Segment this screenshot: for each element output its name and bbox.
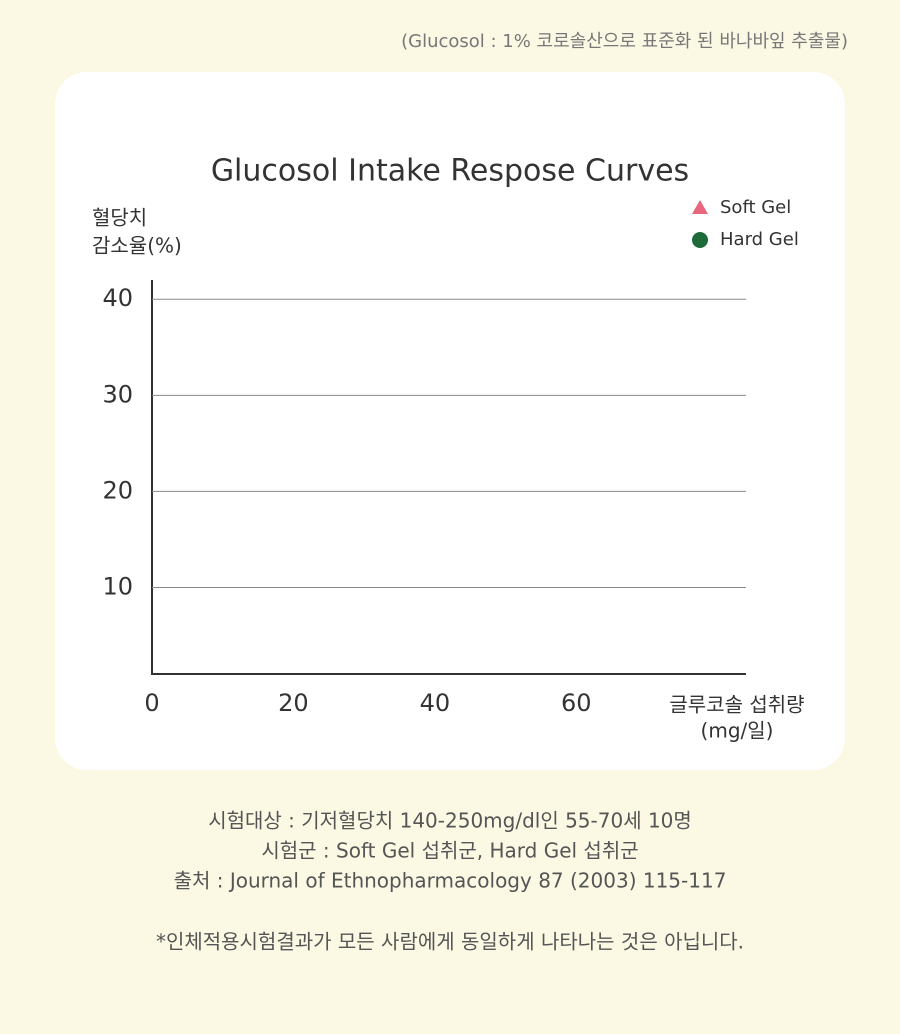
disclaimer: *인체적용시험결과가 모든 사람에게 동일하게 나타나는 것은 아닙니다.: [156, 930, 744, 954]
x-tick-label: 40: [420, 689, 451, 717]
y-tick-label: 40: [102, 284, 133, 312]
y-axis-label: 감소율(%): [92, 234, 182, 258]
footer-line: 시험대상 : 기저혈당치 140-250mg/dl인 55-70세 10명: [208, 809, 692, 833]
y-tick-label: 20: [102, 476, 133, 504]
legend-label: Hard Gel: [720, 229, 799, 250]
y-axis-label: 혈당치: [92, 206, 147, 230]
x-tick-label: 60: [561, 689, 592, 717]
footer-line: 출처 : Journal of Ethnopharmacology 87 (20…: [174, 869, 727, 893]
legend-label: Soft Gel: [720, 197, 791, 218]
chart-card: [55, 72, 845, 770]
x-axis-label: 글루코솔 섭취량: [669, 693, 804, 717]
header-note: (Glucosol : 1% 코로솔산으로 표준화 된 바나바잎 추출물): [401, 31, 848, 52]
y-tick-label: 10: [102, 573, 133, 601]
x-tick-label: 0: [144, 689, 159, 717]
chart-title: Glucosol Intake Respose Curves: [211, 154, 689, 189]
x-axis-label: (mg/일): [701, 719, 774, 743]
footer-line: 시험군 : Soft Gel 섭취군, Hard Gel 섭취군: [261, 839, 638, 863]
legend-marker: [692, 200, 708, 214]
y-tick-label: 30: [102, 380, 133, 408]
x-tick-label: 20: [278, 689, 309, 717]
legend-marker: [692, 232, 708, 248]
